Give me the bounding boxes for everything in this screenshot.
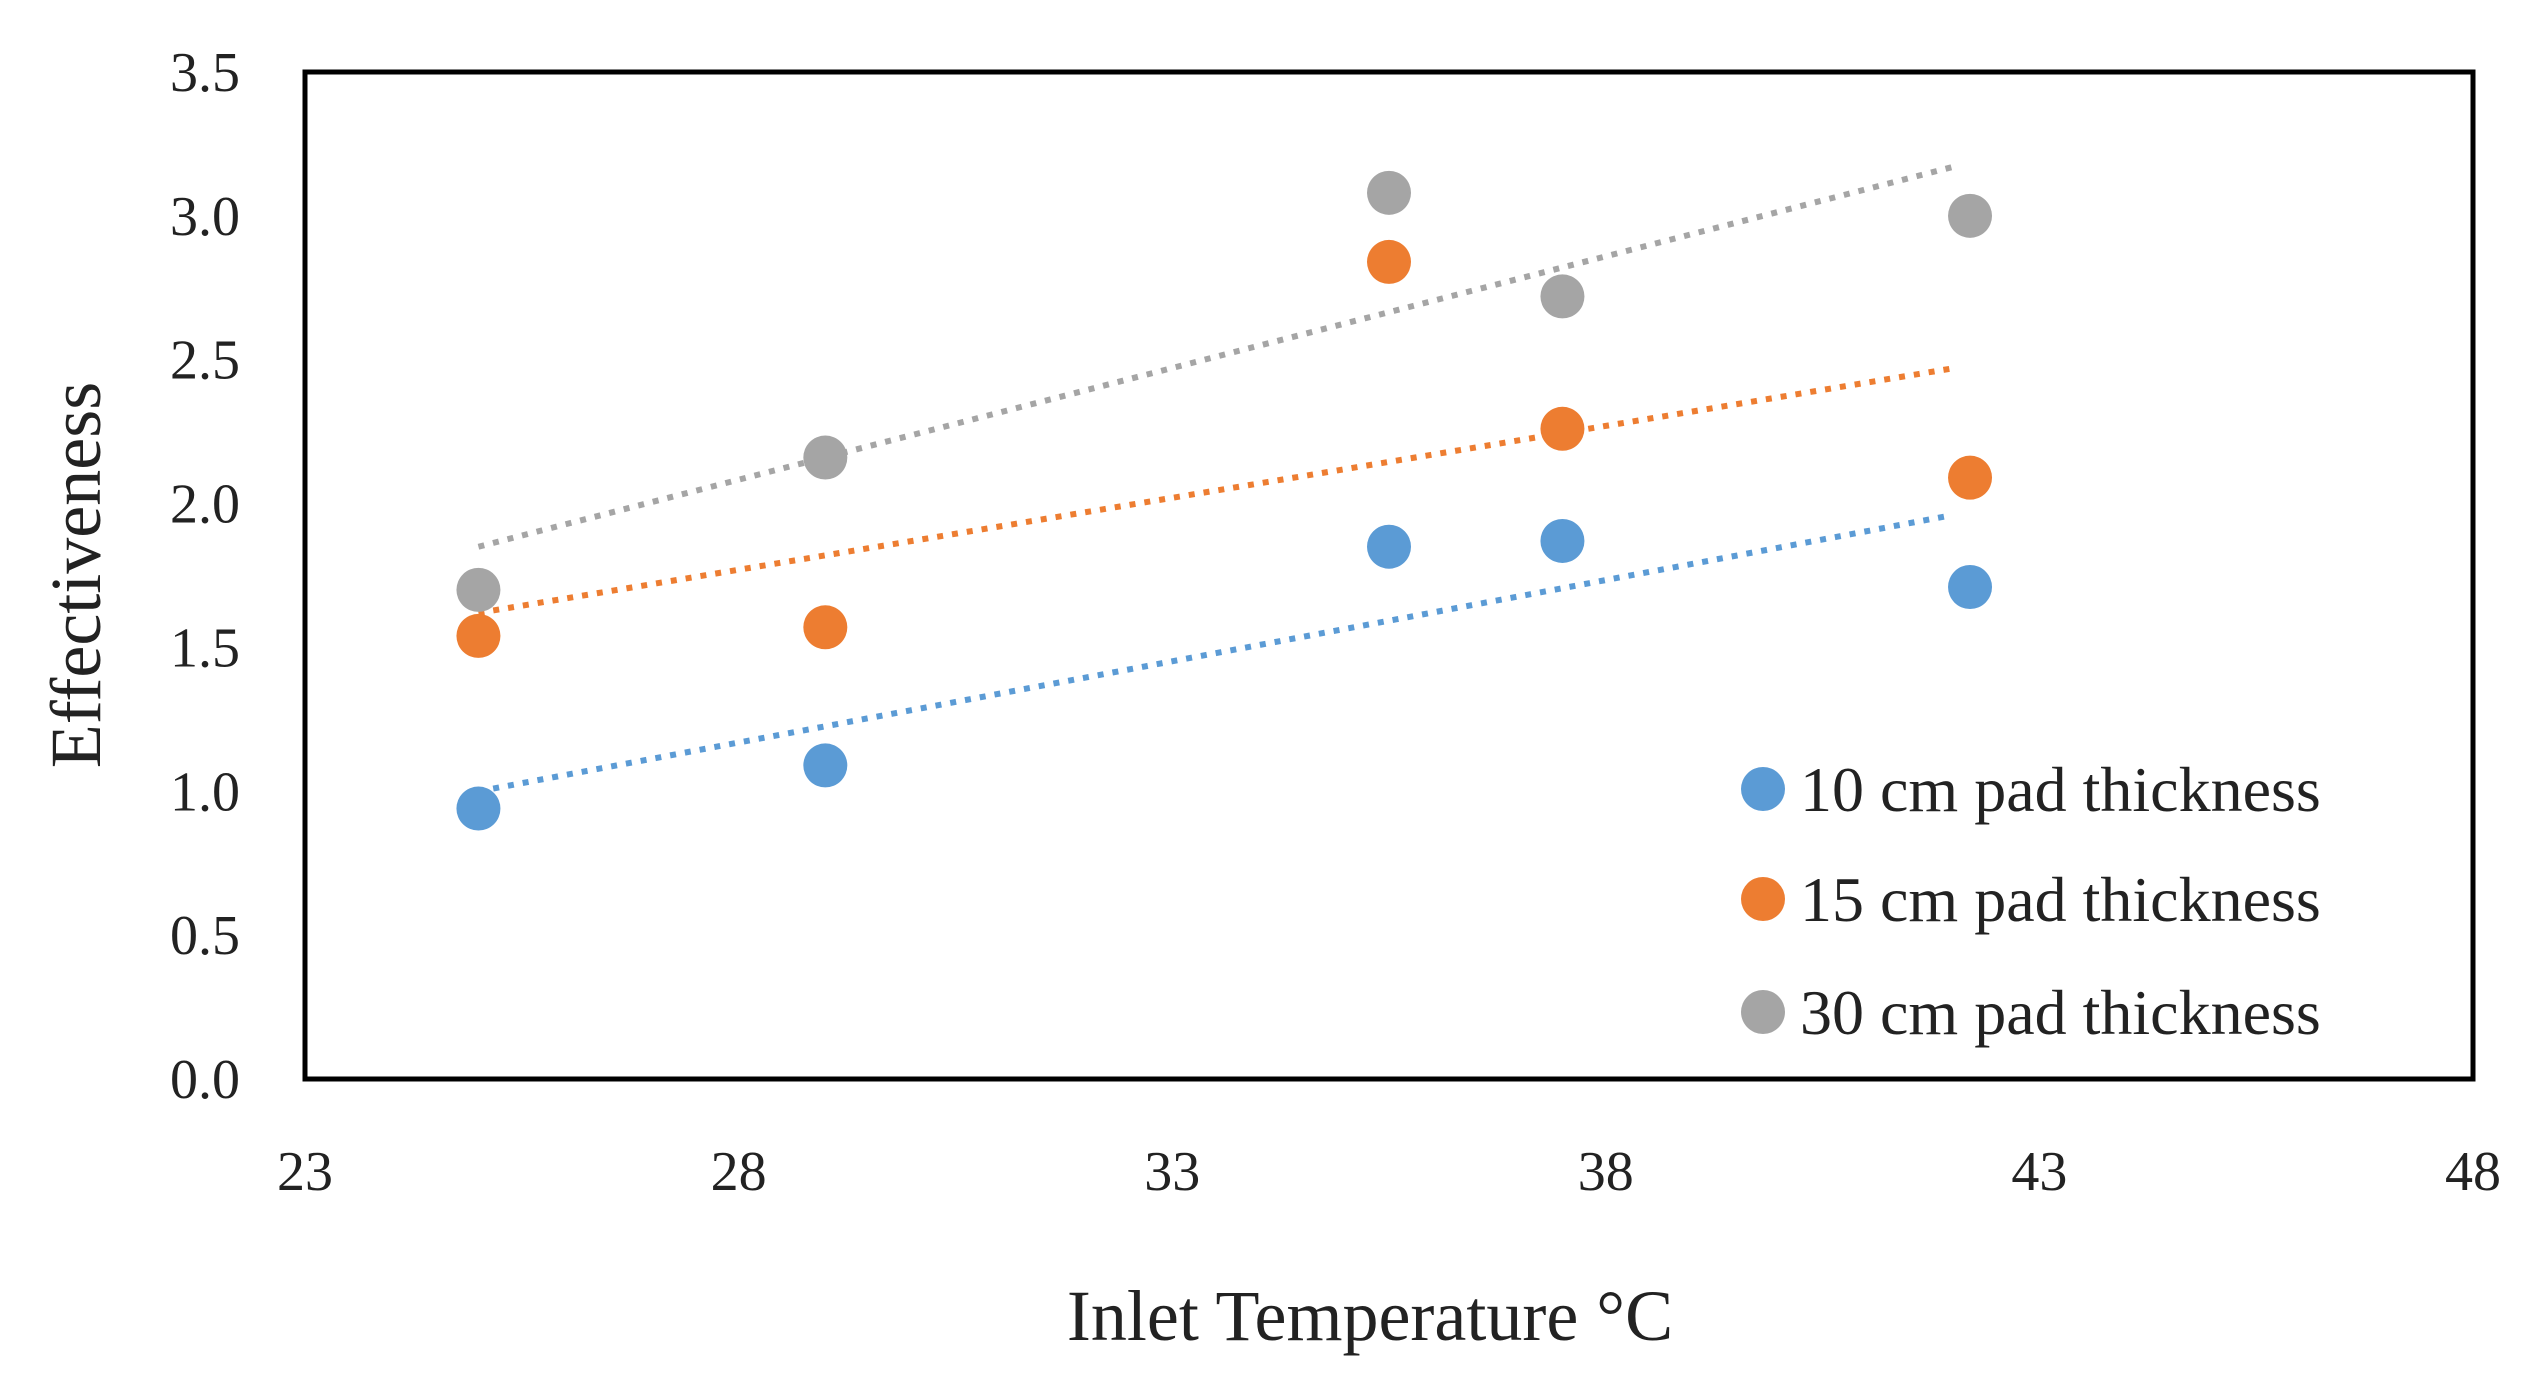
x-tick-label: 38 xyxy=(1578,1141,1634,1203)
legend-marker xyxy=(1741,990,1785,1034)
data-point xyxy=(1367,524,1411,569)
data-point xyxy=(1540,518,1585,563)
x-axis-ticks: 23 28 33 38 43 48 xyxy=(277,1141,2501,1203)
data-point xyxy=(1367,170,1411,215)
trendline xyxy=(477,512,1954,795)
data-point xyxy=(803,743,848,788)
x-tick-label: 48 xyxy=(2445,1141,2501,1203)
data-point xyxy=(803,605,848,650)
y-tick-label: 0.0 xyxy=(170,1049,240,1111)
y-tick-label: 1.0 xyxy=(170,761,240,823)
data-point xyxy=(803,435,848,480)
y-tick-label: 2.5 xyxy=(170,330,240,392)
y-axis-ticks: 0.0 0.5 1.0 1.5 2.0 2.5 3.0 3.5 xyxy=(170,42,240,1111)
y-tick-label: 2.0 xyxy=(170,474,240,536)
y-tick-label: 0.5 xyxy=(170,905,240,967)
x-tick-label: 23 xyxy=(277,1141,333,1203)
y-tick-label: 3.0 xyxy=(170,186,240,248)
x-tick-label: 28 xyxy=(711,1141,767,1203)
data-point xyxy=(1540,406,1585,451)
trendline xyxy=(477,164,1954,550)
y-axis-title: Effectiveness xyxy=(36,382,116,769)
data-points-layer xyxy=(456,170,1993,831)
legend-label: 15 cm pad thickness xyxy=(1800,864,2321,935)
legend-label: 30 cm pad thickness xyxy=(1800,977,2321,1048)
x-axis-title: Inlet Temperature °C xyxy=(1067,1276,1673,1356)
data-point xyxy=(456,786,501,831)
data-point xyxy=(1367,239,1411,284)
legend-marker xyxy=(1741,767,1785,811)
legend-item: 15 cm pad thickness xyxy=(1741,864,2321,935)
legend-item: 10 cm pad thickness xyxy=(1741,754,2321,825)
y-tick-label: 3.5 xyxy=(170,42,240,104)
trendline xyxy=(477,365,1954,616)
legend-label: 10 cm pad thickness xyxy=(1800,754,2321,825)
trendline-layer xyxy=(477,164,1954,795)
legend: 10 cm pad thickness 15 cm pad thickness 30… xyxy=(1741,754,2321,1048)
x-tick-label: 33 xyxy=(1144,1141,1200,1203)
data-point xyxy=(1540,274,1585,319)
legend-item: 30 cm pad thickness xyxy=(1741,977,2321,1048)
x-tick-label: 43 xyxy=(2011,1141,2067,1203)
data-point xyxy=(1948,455,1993,500)
data-point xyxy=(456,567,501,612)
plot-area xyxy=(302,69,2476,1082)
data-point xyxy=(1948,193,1993,238)
y-tick-label: 1.5 xyxy=(170,617,240,679)
legend-marker xyxy=(1741,877,1785,921)
data-point xyxy=(1948,565,1993,610)
data-point xyxy=(456,613,501,658)
